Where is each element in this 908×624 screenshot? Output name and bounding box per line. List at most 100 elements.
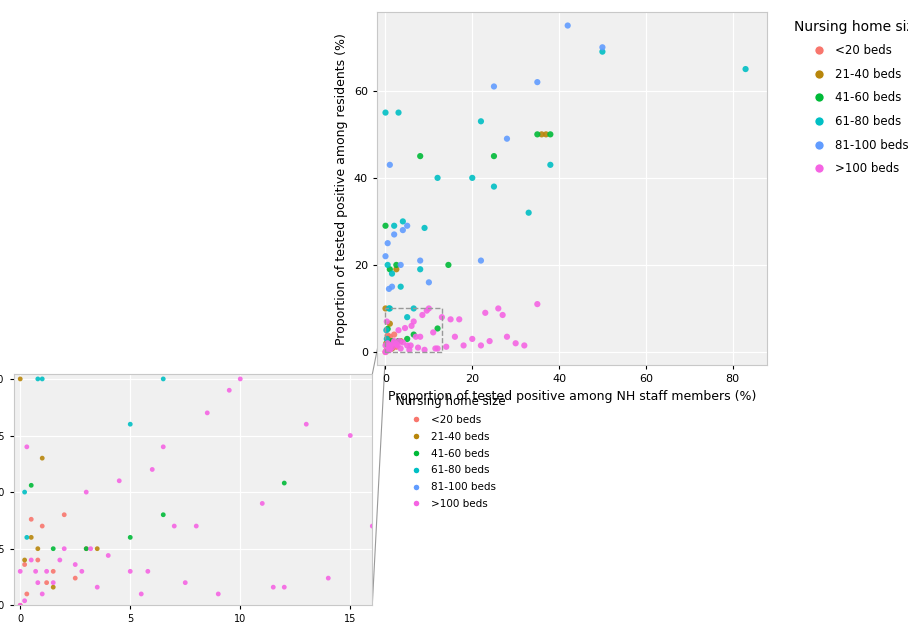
Point (380, 325, 394, 335)
Point (380, 339, 394, 349)
Point (379, 107, 393, 117)
Point (123, 567, 137, 577)
Point (393, 336, 408, 346)
Point (381, 336, 396, 346)
Point (266, 582, 281, 592)
Point (255, 499, 270, 509)
Point (156, 510, 171, 520)
Point (31, 374, 45, 384)
Point (57, 544, 72, 553)
Point (465, 173, 479, 183)
Point (84, 544, 98, 553)
Point (382, 345, 397, 355)
Point (68, 573, 83, 583)
Point (530, 77, 545, 87)
Point (392, 336, 407, 346)
Point (400, 341, 414, 351)
Point (413, 265, 428, 275)
Point (385, 341, 400, 351)
Point (474, 116, 489, 126)
Point (391, 325, 406, 335)
Point (90, 544, 104, 553)
Point (415, 310, 429, 320)
Point (396, 338, 410, 348)
Point (17, 560, 32, 570)
Point (517, 341, 531, 351)
Point (474, 341, 489, 351)
Point (387, 329, 401, 339)
Point (499, 134, 514, 144)
Point (299, 419, 313, 429)
Point (543, 129, 558, 139)
Point (379, 347, 393, 357)
Point (448, 332, 462, 342)
Point (457, 341, 471, 351)
Point (379, 221, 393, 231)
Point (419, 306, 434, 316)
Point (24, 532, 38, 542)
Point (28, 567, 43, 577)
X-axis label: Proportion of tested positive among NH staff members (%): Proportion of tested positive among NH s… (388, 389, 756, 402)
Point (418, 345, 432, 355)
Point (79, 544, 94, 553)
Point (413, 151, 428, 161)
Point (35, 521, 50, 531)
Point (379, 303, 393, 313)
Point (13, 600, 27, 610)
Point (491, 303, 506, 313)
Point (386, 338, 400, 348)
Point (35, 374, 50, 384)
Point (17, 596, 32, 606)
Point (391, 336, 406, 346)
Point (17, 555, 32, 565)
Point (24, 555, 38, 565)
Point (383, 343, 398, 353)
Point (535, 129, 549, 139)
Point (141, 567, 155, 577)
Point (74, 567, 89, 577)
Point (13, 567, 27, 577)
Point (487, 82, 501, 92)
Point (385, 281, 400, 291)
Point (381, 338, 396, 348)
Point (380, 338, 395, 348)
Point (379, 341, 393, 351)
Point (134, 589, 149, 599)
Point (321, 573, 336, 583)
Point (413, 332, 428, 342)
Legend: <20 beds, 21-40 beds, 41-60 beds, 61-80 beds, 81-100 beds, >100 beds: <20 beds, 21-40 beds, 41-60 beds, 61-80 … (392, 391, 509, 513)
Point (379, 347, 393, 357)
Point (496, 310, 510, 320)
Point (35, 453, 50, 463)
Point (441, 260, 456, 270)
Point (277, 582, 291, 592)
Point (400, 221, 414, 231)
Point (487, 151, 501, 161)
Point (31, 578, 45, 588)
Point (222, 385, 236, 395)
Point (156, 442, 171, 452)
Point (13, 374, 27, 384)
Point (391, 336, 406, 346)
Point (379, 251, 393, 261)
Point (482, 336, 497, 346)
Point (391, 107, 406, 117)
Point (404, 321, 419, 331)
Point (380, 260, 395, 270)
Point (381, 341, 396, 351)
Point (429, 343, 443, 353)
Point (738, 64, 753, 74)
Point (31, 555, 45, 565)
Point (13, 600, 27, 610)
Point (430, 323, 445, 333)
Point (46, 567, 61, 577)
Point (390, 341, 405, 351)
Point (101, 550, 115, 560)
Point (178, 578, 192, 588)
Point (400, 312, 414, 322)
Point (380, 338, 394, 348)
Point (145, 464, 160, 474)
Point (560, 21, 575, 31)
Point (389, 265, 403, 275)
Point (418, 223, 432, 233)
